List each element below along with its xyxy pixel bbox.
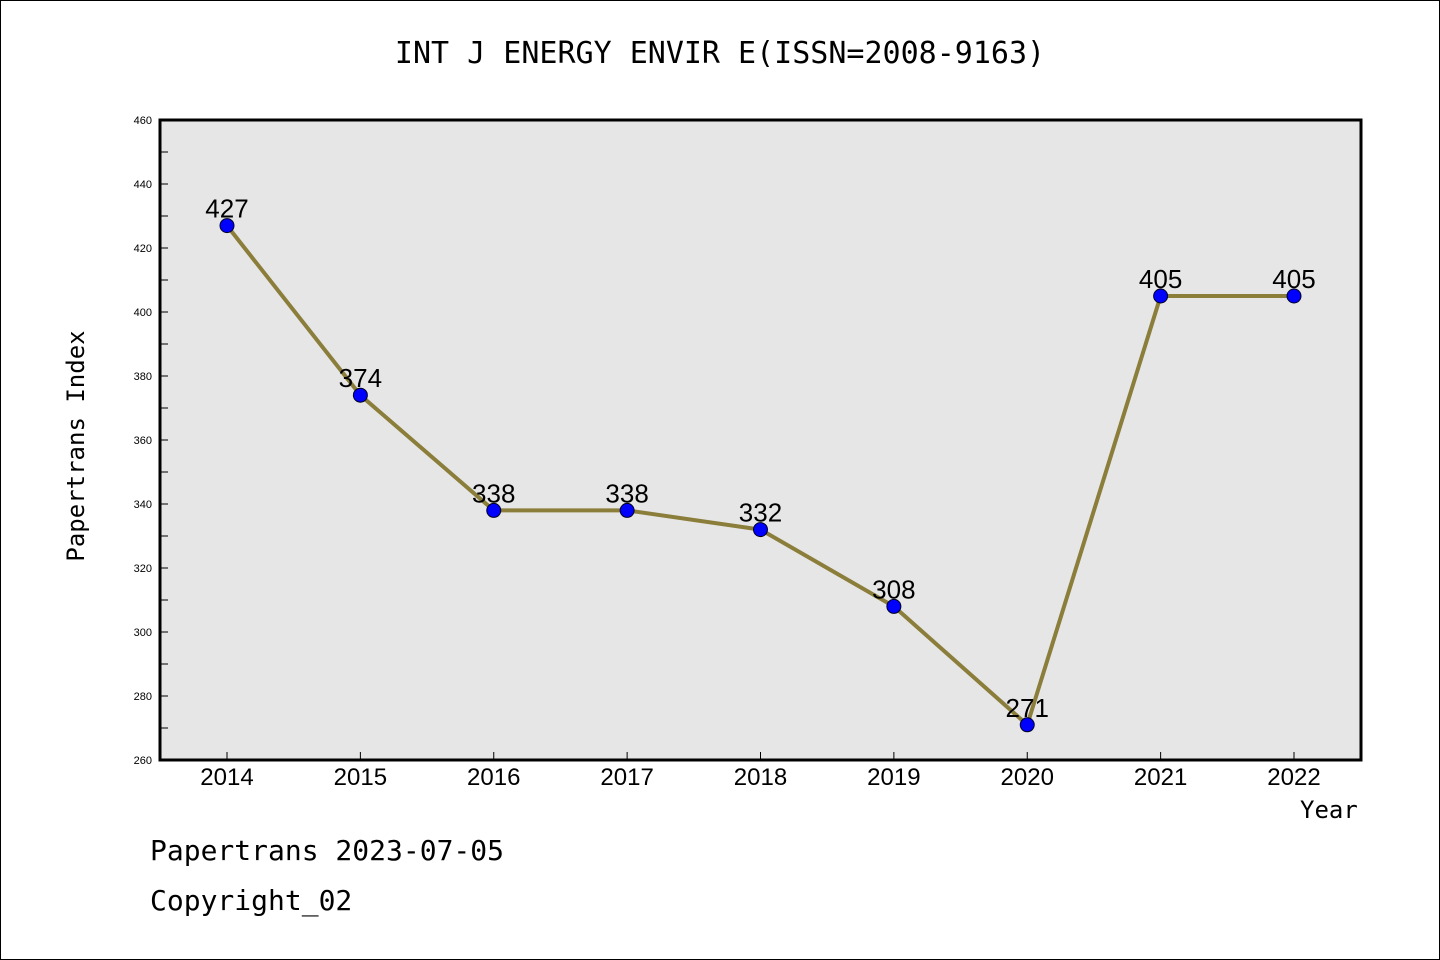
data-label: 332	[739, 498, 782, 528]
x-tick-label: 2018	[734, 764, 787, 791]
data-label: 405	[1272, 264, 1315, 294]
footer-date: Papertrans 2023-07-05	[150, 834, 505, 867]
y-tick-label: 440	[134, 179, 152, 191]
plot-border	[158, 118, 1363, 762]
data-label: 338	[472, 478, 515, 508]
y-tick-label: 420	[134, 243, 152, 255]
x-tick-label: 2015	[334, 764, 387, 791]
y-tick-label: 280	[134, 691, 152, 703]
y-tick-label: 260	[134, 755, 152, 767]
x-tick-label: 2014	[200, 764, 253, 791]
x-tick-label: 2021	[1134, 764, 1187, 791]
footer-copyright: Copyright_02	[150, 884, 353, 917]
y-tick-label: 340	[134, 499, 152, 511]
y-tick-label: 460	[134, 115, 152, 127]
data-point	[1286, 288, 1302, 304]
y-tick-label: 380	[134, 371, 152, 383]
data-point	[352, 387, 368, 403]
data-point	[619, 502, 635, 518]
plot-area	[160, 120, 1361, 760]
y-tick-label: 300	[134, 627, 152, 639]
y-tick-label: 320	[134, 563, 152, 575]
data-label: 405	[1139, 264, 1182, 294]
data-label: 308	[872, 574, 915, 604]
data-label: 374	[339, 363, 382, 393]
x-tick-label: 2019	[867, 764, 920, 791]
x-tick-label: 2020	[1001, 764, 1054, 791]
x-tick-label: 2017	[600, 764, 653, 791]
x-tick-label: 2022	[1267, 764, 1320, 791]
data-point	[219, 218, 235, 234]
x-tick-label: 2016	[467, 764, 520, 791]
data-point	[1153, 288, 1169, 304]
chart-title: INT J ENERGY ENVIR E(ISSN=2008-9163)	[394, 36, 1046, 71]
data-point	[486, 502, 502, 518]
data-label: 338	[605, 478, 648, 508]
y-tick-label: 400	[134, 307, 152, 319]
data-label: 427	[205, 194, 248, 224]
data-point	[1019, 717, 1035, 733]
data-point	[886, 598, 902, 614]
data-point	[753, 522, 768, 538]
x-axis-label: Year	[1300, 796, 1358, 824]
data-label: 271	[1006, 693, 1049, 723]
y-tick-label: 360	[134, 435, 152, 447]
